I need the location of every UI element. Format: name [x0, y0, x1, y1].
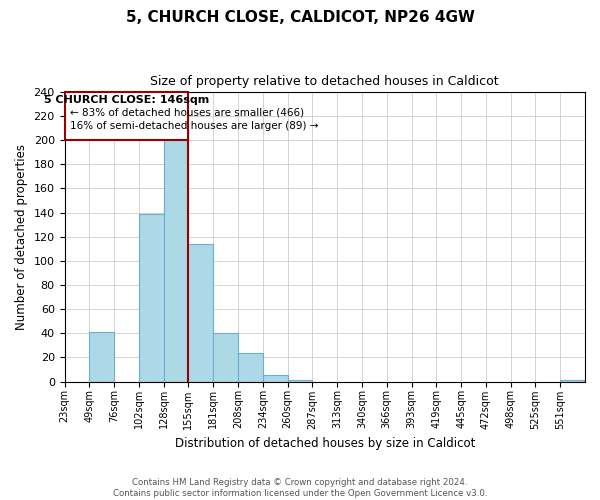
Bar	[560, 380, 585, 382]
Bar	[139, 214, 164, 382]
Bar	[164, 140, 188, 382]
Text: ← 83% of detached houses are smaller (466): ← 83% of detached houses are smaller (46…	[70, 108, 304, 118]
Title: Size of property relative to detached houses in Caldicot: Size of property relative to detached ho…	[151, 75, 499, 88]
Bar	[188, 244, 213, 382]
Bar	[287, 380, 313, 382]
FancyBboxPatch shape	[65, 92, 188, 140]
Text: 16% of semi-detached houses are larger (89) →: 16% of semi-detached houses are larger (…	[70, 121, 318, 131]
Y-axis label: Number of detached properties: Number of detached properties	[15, 144, 28, 330]
Bar	[89, 332, 114, 382]
Text: 5, CHURCH CLOSE, CALDICOT, NP26 4GW: 5, CHURCH CLOSE, CALDICOT, NP26 4GW	[125, 10, 475, 25]
X-axis label: Distribution of detached houses by size in Caldicot: Distribution of detached houses by size …	[175, 437, 475, 450]
Bar	[213, 334, 238, 382]
Bar	[238, 352, 263, 382]
Bar	[263, 376, 287, 382]
Text: 5 CHURCH CLOSE: 146sqm: 5 CHURCH CLOSE: 146sqm	[44, 95, 209, 105]
Text: Contains HM Land Registry data © Crown copyright and database right 2024.
Contai: Contains HM Land Registry data © Crown c…	[113, 478, 487, 498]
